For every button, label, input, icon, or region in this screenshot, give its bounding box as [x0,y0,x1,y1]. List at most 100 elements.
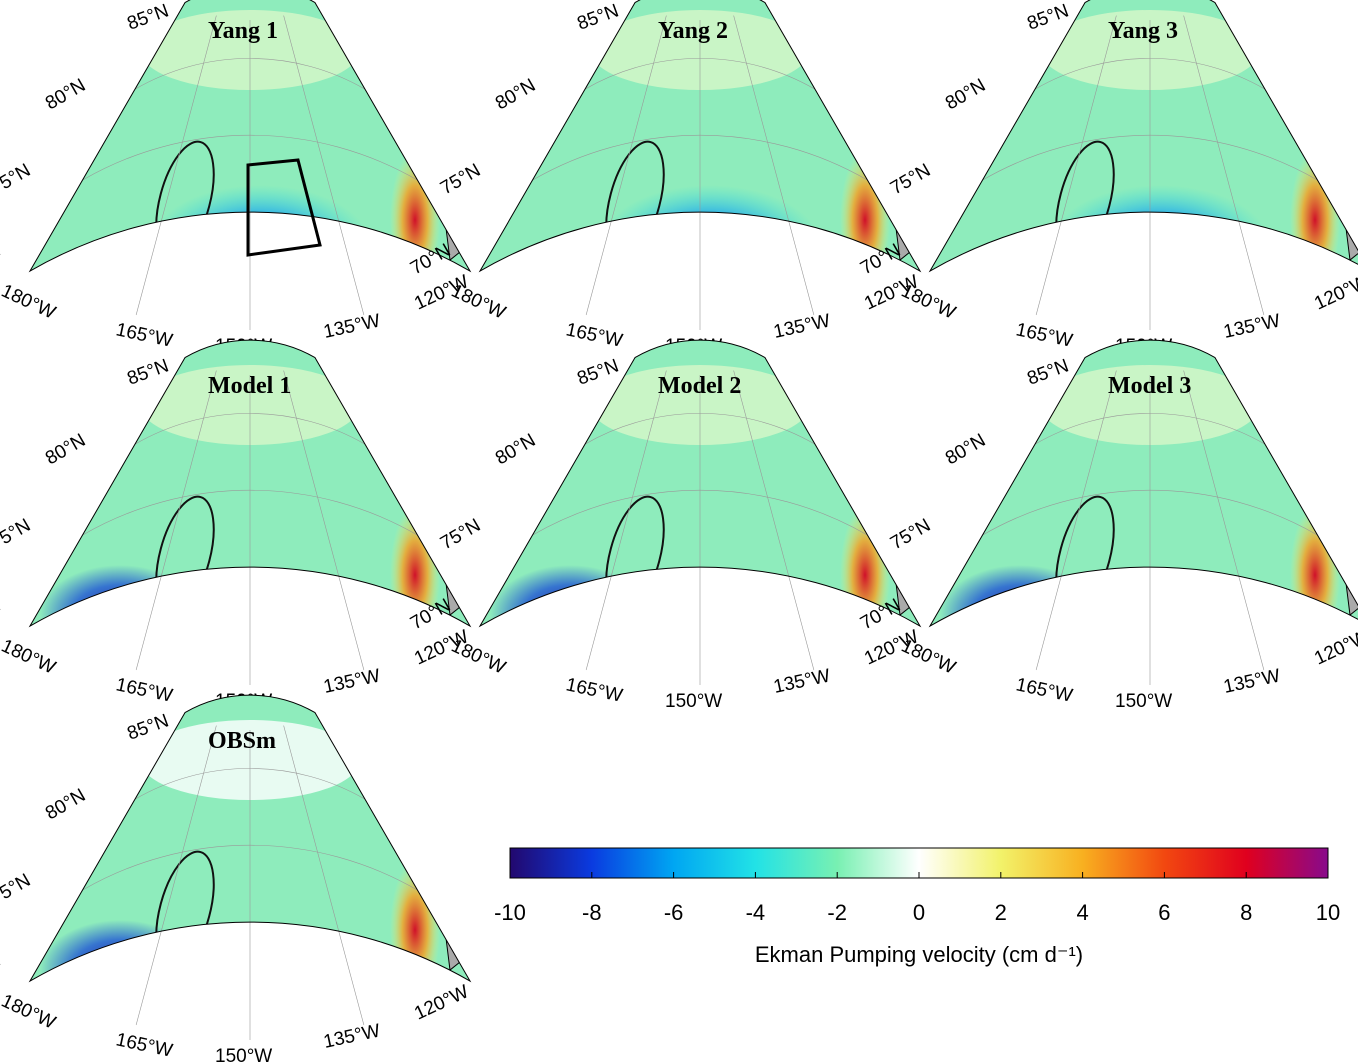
latitude-label: 80°N [492,75,539,114]
longitude-label: 165°W [114,674,174,706]
shelf-low [940,565,1100,627]
field [480,0,920,272]
panel-title: Yang 3 [1108,18,1178,44]
longitude-label: 165°W [1014,319,1074,351]
meridian [1035,370,1117,671]
longitude-label: 135°W [322,310,382,342]
panel-title: Yang 1 [208,18,278,44]
meridian [733,15,815,316]
longitude-label: 165°W [114,1029,174,1061]
longitude-label: 180°W [0,990,59,1033]
latitude-label: 75°N [887,160,934,199]
colorbar-tick-label: 2 [995,900,1007,925]
longitude-label: 135°W [1222,310,1282,342]
latitude-label: 70°N [0,950,4,989]
latitude-label: 80°N [942,430,989,469]
longitude-label: 180°W [448,280,509,323]
latitude-label: 80°N [492,430,539,469]
gyre-low [1050,185,1270,272]
shelf-low [40,565,200,627]
east-high [1290,505,1340,627]
longitude-label: 120°W [411,981,472,1024]
panel-frame [28,339,472,628]
latitude-label: 85°N [1025,0,1072,34]
panel-frame [28,0,472,273]
latitude-label: 75°N [437,515,484,554]
latitude-label: 80°N [42,430,89,469]
panel-title: Yang 2 [658,18,728,44]
longitude-label: 165°W [564,674,624,706]
panel-frame [478,0,922,273]
colorbar-tick-label: 10 [1316,900,1340,925]
longitude-label: 120°W [1311,271,1358,314]
study-box [246,158,322,257]
panel-frame [928,339,1358,628]
colorbar-axis: -10 -8 -6 -4 -2 0 2 4 6 8 10 Ekman Pumping velocity… [494,872,1340,967]
panel-frame [28,694,472,983]
longitude-label: 180°W [0,280,59,323]
gyre-low [600,185,820,272]
latitude-label: 85°N [575,0,622,34]
longitude-label: 165°W [114,319,174,351]
latitude-label: 85°N [125,355,172,389]
meridian [283,15,365,316]
panel-frame [478,339,922,628]
east-high [1290,150,1340,272]
longitude-label: 120°W [1311,626,1358,669]
longitude-label: 165°W [564,319,624,351]
meridian [733,370,815,671]
panel-title: Model 1 [208,373,291,399]
latitude-label: 75°N [0,160,34,199]
longitude-label: 150°W [1115,691,1172,712]
longitude-label: 150°W [215,1046,272,1064]
colorbar-tick-label: -10 [494,900,526,925]
map-panel: Yang 185°N80°N75°N70°N180°W165°W150°W135… [0,0,472,357]
longitude-label: 150°W [665,691,722,712]
longitude-label: 180°W [898,635,959,678]
latitude-label: 85°N [125,0,172,34]
longitude-label: 135°W [772,665,832,697]
colorbar-tick-label: 6 [1158,900,1170,925]
latitude-label: 75°N [887,515,934,554]
latitude-label: 80°N [42,75,89,114]
latitude-label: 80°N [942,75,989,114]
colorbar-tick-label: -8 [582,900,602,925]
latitude-label: 80°N [42,785,89,824]
longitude-label: 180°W [898,280,959,323]
map-panel: Yang 285°N80°N75°N70°N180°W165°W150°W135… [407,0,922,357]
latitude-label: 75°N [437,160,484,199]
panel-title: Model 2 [658,373,741,399]
meridian [135,370,217,671]
meridian [283,370,365,671]
panel-title: OBSm [208,728,276,754]
gyre-low [150,185,370,272]
longitude-label: 180°W [0,635,59,678]
meridian [135,725,217,1026]
meridian [135,15,217,316]
panel-title: Model 3 [1108,373,1191,399]
colorbar-tick-label: 8 [1240,900,1252,925]
colorbar-tick-label: -2 [827,900,847,925]
meridian [1183,370,1265,671]
latitude-label: 85°N [575,355,622,389]
longitude-label: 135°W [322,1020,382,1052]
colorbar-label: Ekman Pumping velocity (cm d⁻¹) [755,942,1083,967]
colorbar-tick-label: -6 [664,900,684,925]
field [30,0,470,272]
latitude-label: 70°N [0,240,4,279]
panel-frame [928,0,1358,273]
meridian [585,370,667,671]
colorbar-tick-label: 4 [1076,900,1088,925]
latitude-label: 75°N [0,515,34,554]
shelf-low [40,920,200,982]
longitude-label: 165°W [1014,674,1074,706]
map-panel: Model 185°N80°N75°N70°N180°W165°W150°W13… [0,339,472,712]
meridian [585,15,667,316]
latitude-label: 70°N [0,595,4,634]
colorbar-tick-label: 0 [913,900,925,925]
field [930,0,1358,272]
